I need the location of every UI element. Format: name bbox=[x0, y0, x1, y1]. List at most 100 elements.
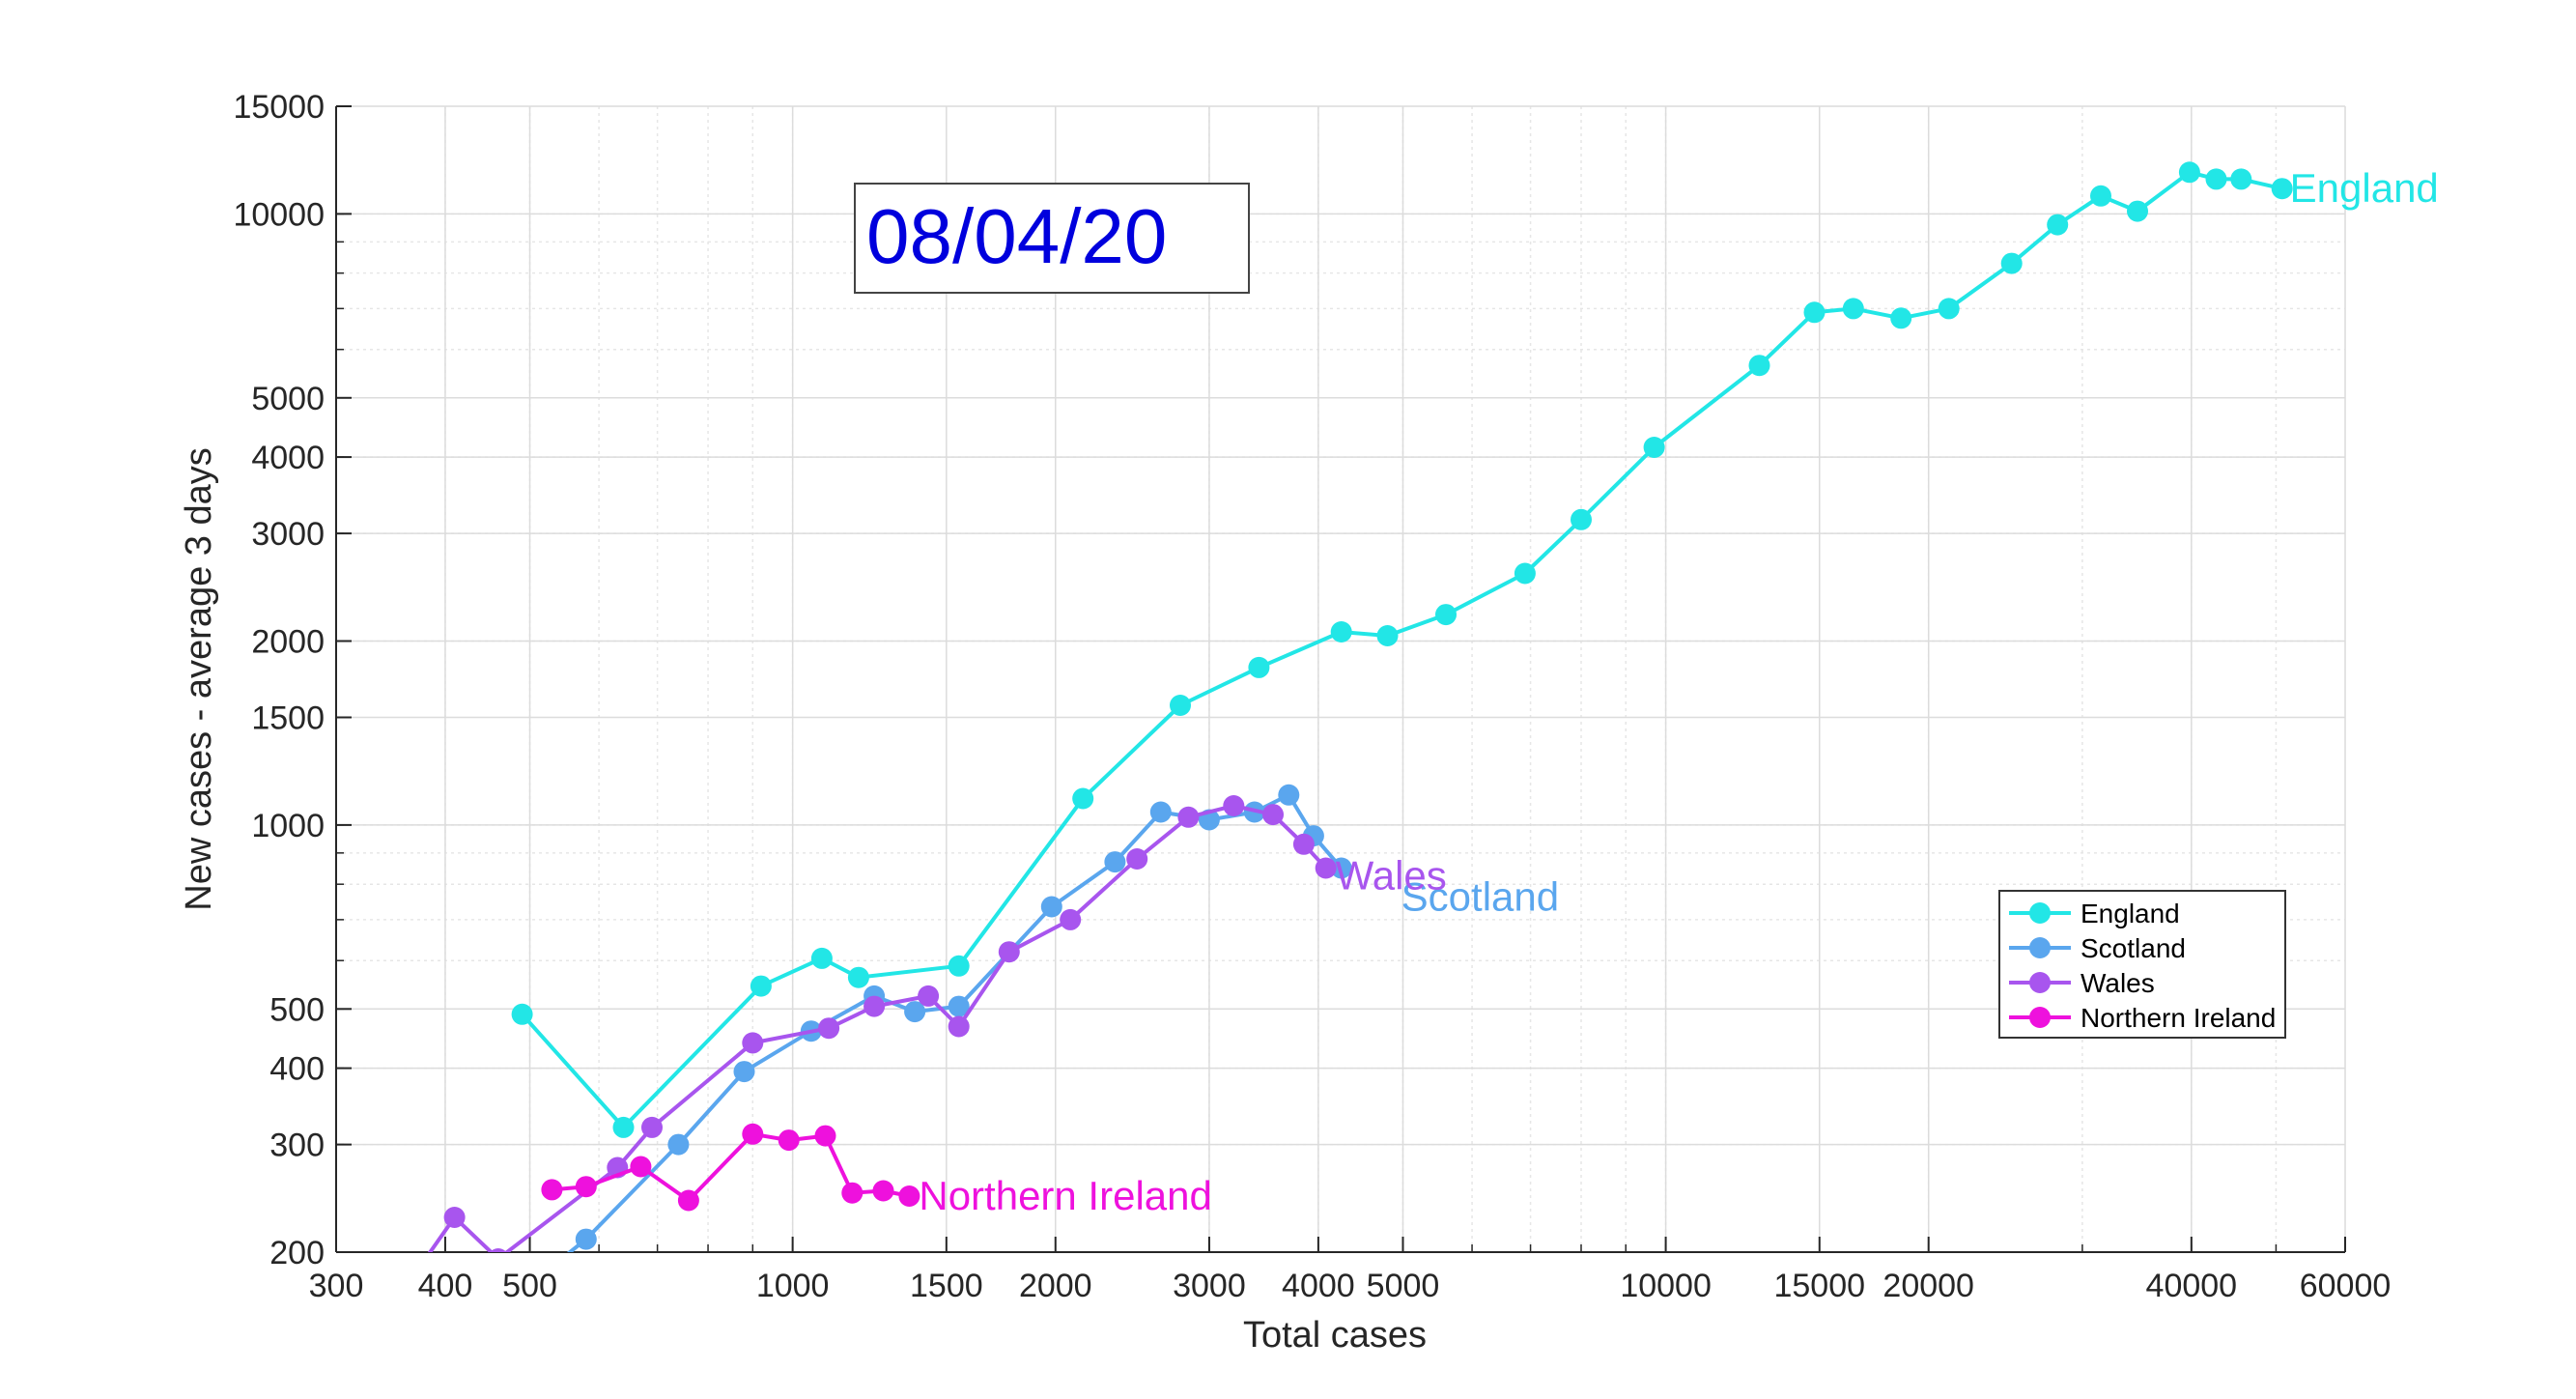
data-point-england bbox=[1330, 621, 1352, 642]
end-label-wales: Wales bbox=[1336, 853, 1447, 899]
data-point-northern-ireland bbox=[841, 1182, 863, 1204]
y-tick-label: 500 bbox=[269, 991, 325, 1028]
data-point-england bbox=[1643, 437, 1665, 458]
legend-item-england: England bbox=[2009, 899, 2180, 928]
date-annotation-box bbox=[854, 183, 1250, 294]
legend: England Scotland Wales Northern Ireland bbox=[1998, 890, 2286, 1039]
data-point-england bbox=[1571, 508, 1592, 530]
series-lines bbox=[427, 161, 2293, 1252]
data-point-england bbox=[1938, 298, 1960, 320]
legend-label-scotland: Scotland bbox=[2081, 933, 2186, 963]
x-tick-label: 15000 bbox=[1773, 1268, 1865, 1304]
data-point-northern-ireland bbox=[778, 1129, 800, 1152]
data-point-wales bbox=[1177, 806, 1200, 828]
data-point-wales bbox=[998, 941, 1020, 963]
data-point-northern-ireland bbox=[677, 1189, 699, 1212]
x-tick-label: 60000 bbox=[2300, 1268, 2392, 1304]
data-point-scotland bbox=[575, 1228, 597, 1250]
y-tick-label: 10000 bbox=[233, 196, 325, 233]
data-point-wales bbox=[1060, 908, 1082, 930]
data-point-england bbox=[1170, 695, 1191, 716]
data-point-england bbox=[2000, 252, 2023, 274]
data-point-england bbox=[1803, 301, 1826, 324]
data-point-wales bbox=[443, 1207, 466, 1228]
data-point-wales bbox=[641, 1116, 663, 1138]
series-line-northern-ireland bbox=[552, 1131, 910, 1203]
y-tick-label: 300 bbox=[269, 1128, 325, 1164]
legend-marker-northern-ireland bbox=[2029, 1007, 2051, 1028]
data-point-northern-ireland bbox=[630, 1156, 652, 1178]
data-point-scotland bbox=[733, 1061, 755, 1083]
data-point-scotland bbox=[948, 995, 970, 1017]
end-label-scotland: Scotland bbox=[1401, 874, 1559, 920]
data-point-england bbox=[2090, 185, 2111, 207]
x-tick-label: 10000 bbox=[1620, 1268, 1712, 1304]
data-point-northern-ireland bbox=[814, 1125, 836, 1147]
series-line-england bbox=[521, 170, 2283, 1129]
x-tick-label: 500 bbox=[502, 1268, 557, 1304]
data-point-scotland bbox=[1330, 857, 1352, 879]
y-tick-label: 2000 bbox=[251, 623, 325, 660]
data-point-england bbox=[2047, 214, 2069, 236]
data-point-wales bbox=[1223, 795, 1245, 816]
legend-marker-wales bbox=[2029, 972, 2051, 993]
data-point-england bbox=[511, 1003, 533, 1025]
data-point-scotland bbox=[1040, 896, 1062, 918]
x-tick-label: 20000 bbox=[1882, 1268, 1974, 1304]
y-tick-label: 3000 bbox=[251, 516, 325, 553]
data-point-scotland bbox=[667, 1133, 690, 1156]
data-point-scotland bbox=[1149, 801, 1172, 823]
data-point-england bbox=[810, 947, 833, 969]
data-point-wales bbox=[948, 1015, 970, 1038]
data-point-northern-ireland bbox=[742, 1123, 764, 1145]
x-tick-label: 1000 bbox=[756, 1268, 830, 1304]
x-tick-label: 4000 bbox=[1282, 1268, 1355, 1304]
data-point-wales bbox=[1262, 804, 1284, 826]
series-northern-ireland bbox=[541, 1123, 920, 1212]
legend-item-northern-ireland: Northern Ireland bbox=[2009, 1003, 2276, 1033]
data-point-scotland bbox=[904, 1001, 926, 1023]
data-point-england bbox=[612, 1116, 635, 1138]
y-tick-label: 200 bbox=[269, 1235, 325, 1271]
y-tick-label: 1000 bbox=[251, 808, 325, 844]
x-tick-label: 2000 bbox=[1019, 1268, 1092, 1304]
axes bbox=[335, 105, 2346, 1253]
data-point-scotland bbox=[1278, 784, 1300, 806]
data-point-england bbox=[1376, 625, 1399, 646]
y-tick-label: 4000 bbox=[251, 440, 325, 476]
legend-label-england: England bbox=[2081, 899, 2180, 928]
data-point-wales bbox=[1292, 833, 1315, 855]
data-point-wales bbox=[918, 985, 940, 1007]
data-point-england bbox=[1842, 298, 1864, 320]
x-tick-label: 1500 bbox=[910, 1268, 983, 1304]
data-point-england bbox=[1248, 656, 1270, 678]
x-tick-label: 40000 bbox=[2146, 1268, 2238, 1304]
y-tick-label: 15000 bbox=[233, 89, 325, 126]
series-england bbox=[511, 161, 2293, 1138]
end-label-england: England bbox=[2290, 165, 2439, 211]
data-point-england bbox=[750, 975, 772, 997]
data-point-wales bbox=[818, 1017, 840, 1040]
data-point-england bbox=[2127, 200, 2148, 222]
data-point-england bbox=[2271, 178, 2293, 200]
legend-marker-scotland bbox=[2029, 937, 2051, 958]
legend-item-wales: Wales bbox=[2009, 968, 2155, 998]
data-point-england bbox=[948, 955, 970, 977]
data-point-england bbox=[1435, 604, 1457, 626]
data-point-scotland bbox=[1104, 851, 1126, 873]
y-tick-label: 1500 bbox=[251, 700, 325, 737]
x-tick-label: 5000 bbox=[1367, 1268, 1440, 1304]
legend-label-wales: Wales bbox=[2081, 968, 2155, 998]
data-point-england bbox=[1748, 355, 1770, 377]
y-axis-label: New cases - average 3 days bbox=[179, 447, 219, 910]
data-point-northern-ireland bbox=[575, 1176, 597, 1198]
date-annotation: 08/04/20 bbox=[854, 183, 1250, 294]
x-axis-label: Total cases bbox=[1243, 1315, 1427, 1356]
x-tick-label: 400 bbox=[418, 1268, 473, 1304]
data-point-england bbox=[1072, 787, 1094, 810]
data-point-england bbox=[2205, 168, 2227, 190]
data-point-england bbox=[2178, 161, 2200, 184]
